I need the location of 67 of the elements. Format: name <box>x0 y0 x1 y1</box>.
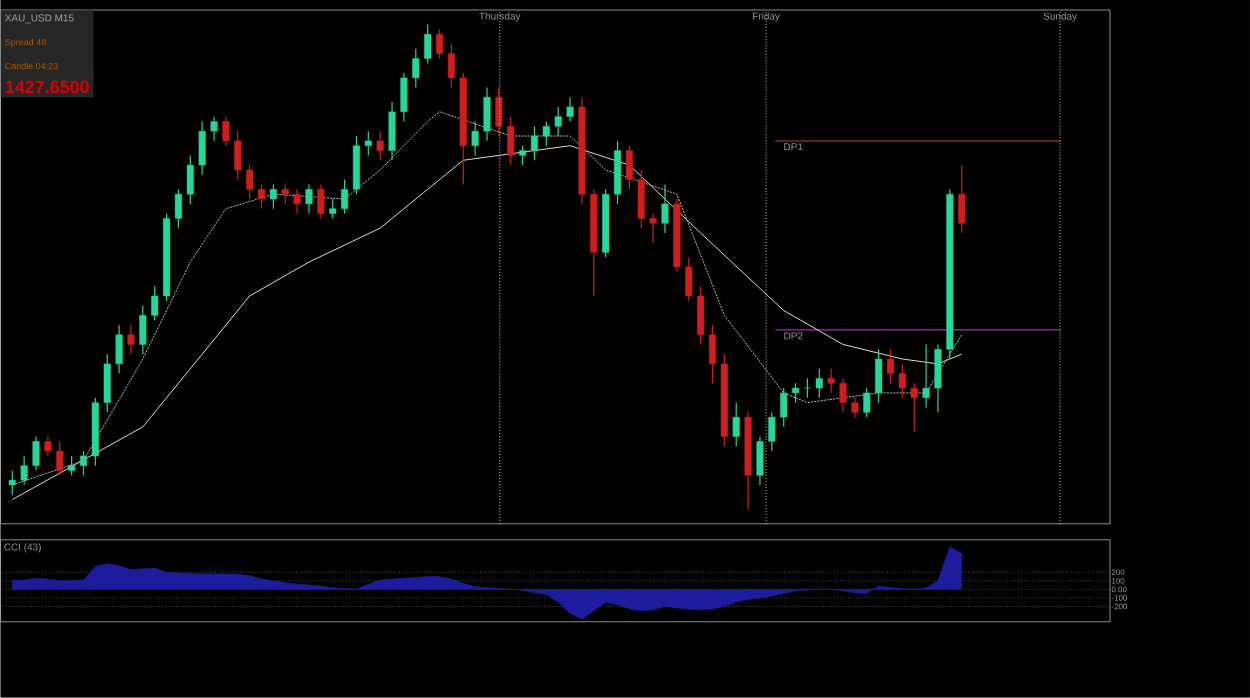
candlestick <box>388 101 396 161</box>
candlestick <box>8 470 16 496</box>
candlestick <box>186 154 194 205</box>
candlestick <box>886 348 895 384</box>
candlestick <box>875 348 883 404</box>
candlestick <box>922 343 930 409</box>
candlestick <box>495 87 503 137</box>
candlestick <box>210 116 218 142</box>
candlestick <box>246 164 254 200</box>
candlestick <box>934 343 942 414</box>
candlestick <box>257 184 266 210</box>
candlestick <box>471 121 479 157</box>
candlestick <box>756 436 764 486</box>
candlestick <box>685 256 693 302</box>
candlestick <box>483 87 491 142</box>
candlestick <box>317 184 325 220</box>
candlestick <box>910 382 918 433</box>
candlestick <box>400 72 408 123</box>
candlestick <box>507 116 515 166</box>
candlestick <box>329 198 337 220</box>
candlestick <box>898 363 906 399</box>
candlestick <box>115 324 123 375</box>
candlestick <box>364 130 372 157</box>
candlestick <box>103 353 111 414</box>
candlestick <box>222 116 230 147</box>
candlestick <box>305 184 313 215</box>
candlestick <box>447 43 455 89</box>
candlestick <box>412 48 420 89</box>
candlestick <box>269 184 277 210</box>
candlestick <box>625 145 633 191</box>
candlestick <box>44 436 52 457</box>
candlestick <box>708 324 716 384</box>
candlestick <box>851 397 859 418</box>
candlestick <box>436 28 444 60</box>
candlestick <box>20 455 28 486</box>
candlestick <box>56 440 64 477</box>
candlestick <box>542 121 550 147</box>
candlestick <box>614 140 622 205</box>
annotation: 1427.6500 <box>5 80 89 94</box>
candlestick <box>376 130 384 161</box>
candlestick <box>649 213 657 244</box>
candlestick <box>637 169 645 229</box>
candlestick <box>32 436 40 472</box>
candlestick <box>958 164 966 234</box>
candlestick <box>827 368 835 394</box>
candlestick <box>68 455 76 477</box>
candlestick <box>792 382 800 404</box>
candlestick <box>566 96 574 123</box>
candlestick <box>732 402 740 447</box>
candlestick <box>554 106 562 137</box>
candlestick <box>281 184 289 205</box>
candlestick <box>697 285 705 346</box>
candlestick <box>780 387 788 428</box>
candlestick <box>863 387 871 418</box>
candlestick <box>79 450 88 477</box>
candlestick <box>661 184 669 234</box>
candlestick <box>234 130 242 181</box>
candlestick <box>803 377 811 399</box>
candlestick <box>839 377 847 414</box>
candlestick <box>293 188 301 215</box>
candlestick <box>815 368 823 399</box>
candlestick <box>768 411 776 452</box>
candlestick <box>127 324 135 355</box>
candlestick <box>151 285 159 321</box>
candlestick <box>198 121 206 176</box>
candlestick <box>424 24 432 65</box>
candlestick <box>139 305 147 355</box>
